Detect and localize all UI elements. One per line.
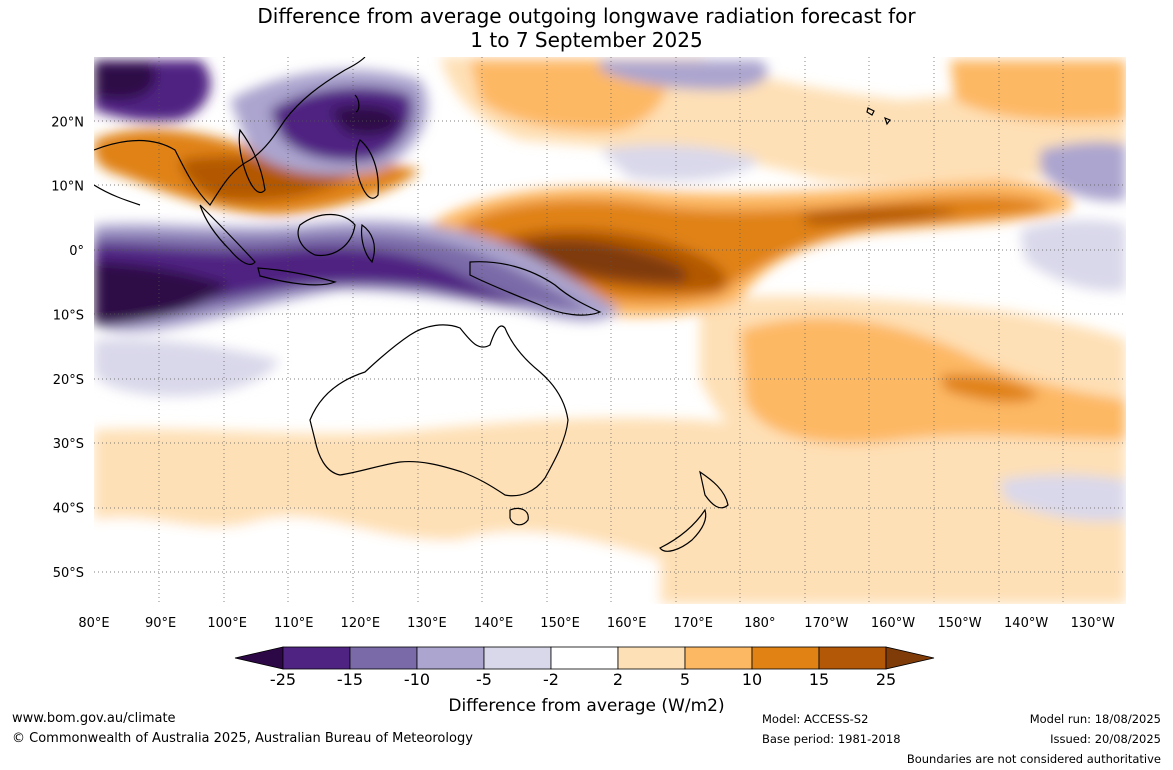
latitude-label: 10°S <box>53 308 84 323</box>
longitude-label: 170°W <box>804 616 848 631</box>
tasmania-outline <box>509 507 529 526</box>
longitude-label: 180° <box>744 616 775 631</box>
latitude-label: 40°S <box>53 501 84 516</box>
colorbar <box>234 646 935 670</box>
longitude-label: 100°E <box>207 616 247 631</box>
colorbar-segment <box>349 646 418 670</box>
model-name: Model: ACCESS-S2 <box>762 712 869 726</box>
colorbar-segment <box>684 646 753 670</box>
longitude-label: 170°E <box>673 616 713 631</box>
colorbar-segment <box>818 646 887 670</box>
new-zealand-north-outline <box>699 470 729 509</box>
colorbar-tick-label: -25 <box>269 670 297 689</box>
latitude-label: 30°S <box>53 437 84 452</box>
longitude-label: 140°E <box>474 616 514 631</box>
colorbar-tick-label: 10 <box>741 670 763 689</box>
latitude-label: 10°N <box>51 180 84 195</box>
base-period: Base period: 1981-2018 <box>762 732 901 746</box>
india-south-outline <box>94 184 141 206</box>
colorbar-segment <box>751 646 820 670</box>
longitude-label: 130°W <box>1071 616 1115 631</box>
longitude-label: 80°E <box>78 616 109 631</box>
colorbar-segment <box>416 646 485 670</box>
latitude-labels: 20°N 10°N 0° 10°S 20°S 30°S 40°S 50°S <box>51 115 84 580</box>
model-run-date: Model run: 18/08/2025 <box>1029 712 1161 726</box>
latitude-label: 20°S <box>53 373 84 388</box>
longitude-label: 110°E <box>274 616 314 631</box>
colorbar-segment <box>483 646 552 670</box>
colorbar-low-extend <box>234 646 284 670</box>
longitude-label: 90°E <box>145 616 176 631</box>
longitude-label: 150°E <box>540 616 580 631</box>
title-line-2: 1 to 7 September 2025 <box>470 28 703 52</box>
colorbar-tick-label: -2 <box>543 670 559 689</box>
website-link[interactable]: www.bom.gov.au/climate <box>12 711 176 726</box>
hawaii-outline <box>866 107 891 126</box>
longitude-label: 120°E <box>341 616 381 631</box>
longitude-label: 140°W <box>1004 616 1048 631</box>
anomaly-field <box>94 57 1126 604</box>
colorbar-tick-label: -10 <box>403 670 431 689</box>
japan-taiwan-outline <box>354 94 360 113</box>
issued-date: Issued: 20/08/2025 <box>1050 732 1161 746</box>
latitude-label: 20°N <box>51 115 84 130</box>
asia-mainland-outline <box>94 57 366 206</box>
philippines-outline <box>355 139 379 199</box>
colorbar-tick-label: -5 <box>476 670 492 689</box>
sumatra-outline <box>199 204 256 265</box>
longitude-label: 160°W <box>871 616 915 631</box>
colorbar-segment <box>282 646 351 670</box>
java-outline <box>257 267 337 286</box>
longitude-label: 130°E <box>407 616 447 631</box>
colorbar-tick-label: 25 <box>875 670 897 689</box>
colorbar-tick-label: 15 <box>808 670 830 689</box>
boundaries-disclaimer: Boundaries are not considered authoritat… <box>906 752 1161 766</box>
latitude-label: 50°S <box>53 566 84 581</box>
new-guinea-outline <box>469 261 602 316</box>
sulawesi-outline <box>360 223 375 264</box>
title-line-1: Difference from average outgoing longwav… <box>257 4 916 28</box>
colorbar-high-extend <box>885 646 935 670</box>
colorbar-segment <box>550 646 619 670</box>
latitude-label: 0° <box>69 244 84 259</box>
copyright-text: © Commonwealth of Australia 2025, Austra… <box>12 731 473 746</box>
borneo-outline <box>297 213 356 256</box>
colorbar-segment <box>617 646 686 670</box>
colorbar-tick-label: 5 <box>679 670 691 689</box>
grid-lines <box>94 57 1126 604</box>
indochina-outline <box>238 128 266 193</box>
colorbar-tick-label: -15 <box>336 670 364 689</box>
colorbar-tick-label: 2 <box>612 670 624 689</box>
coastlines <box>94 57 891 552</box>
longitude-label: 160°E <box>607 616 647 631</box>
longitude-labels: 80°E 90°E 100°E 110°E 120°E 130°E 140°E 150°E 16… <box>78 616 1115 631</box>
longitude-label: 150°W <box>937 616 981 631</box>
colorbar-label: Difference from average (W/m2) <box>448 696 725 716</box>
new-zealand-south-outline <box>659 508 707 552</box>
chart-title: Difference from average outgoing longwav… <box>0 4 1173 52</box>
australia-outline <box>309 324 569 497</box>
